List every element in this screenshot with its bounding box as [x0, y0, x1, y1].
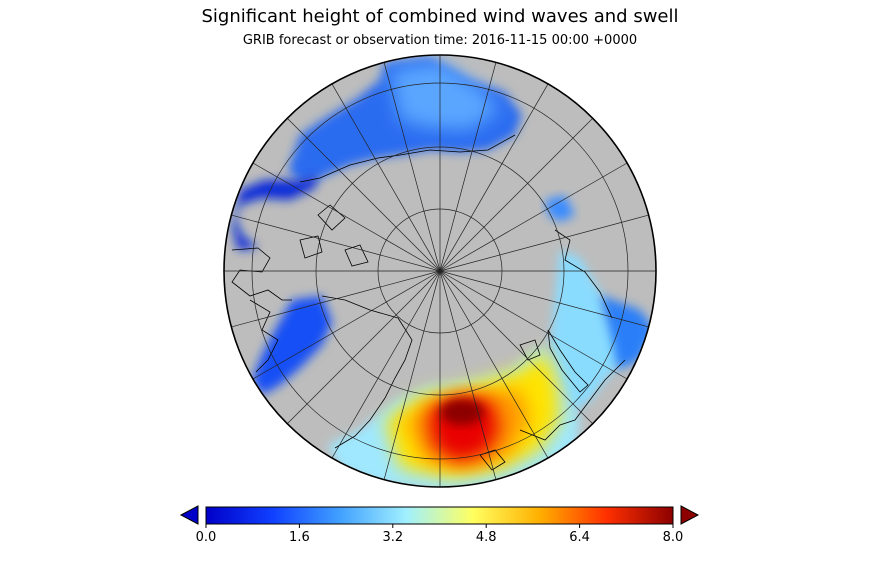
- colorbar-tick-label: 6.4: [569, 530, 590, 545]
- meridian-line: [231, 214, 441, 272]
- map-boundary: [223, 54, 657, 488]
- meridian-line: [439, 270, 497, 480]
- coastline-arctic-islands: [299, 204, 369, 267]
- coastline-svalbard: [519, 339, 541, 361]
- meridian-line: [439, 270, 593, 424]
- colorbar-extend-low: [179, 505, 199, 525]
- colorbar-tick-label: 8.0: [663, 530, 684, 545]
- bering-sea: [390, 62, 500, 130]
- meridian-line: [252, 270, 441, 380]
- meridian-line: [439, 162, 628, 272]
- coastline-scandinavia: [519, 359, 626, 441]
- meridian-line: [439, 214, 649, 272]
- meridian-line: [231, 270, 441, 328]
- colorbar-tick-label: 4.8: [476, 530, 497, 545]
- meridian-line: [287, 118, 441, 272]
- coastline-alaska: [299, 134, 516, 183]
- coastlines: [231, 134, 626, 471]
- siberian-shelf-sea: [545, 195, 575, 222]
- meridian-line: [331, 270, 441, 459]
- colorbar-ticks: 0.0 1.6 3.2 4.8 6.4 8.0: [196, 524, 684, 545]
- coastline-canada: [231, 247, 292, 301]
- coastline-siberia: [554, 229, 613, 319]
- colorbar-tick-label: 0.0: [196, 530, 217, 545]
- meridian-line: [439, 118, 593, 272]
- colorbar-body: [205, 506, 674, 525]
- meridian-line: [439, 83, 549, 272]
- meridian-line: [383, 270, 441, 480]
- coastline-hudson: [249, 299, 279, 373]
- colorbar-tick-label: 3.2: [382, 530, 403, 545]
- colorbar-extend-high: [680, 505, 700, 525]
- map-subtitle: GRIB forecast or observation time: 2016-…: [242, 33, 638, 48]
- barents-sea: [550, 250, 630, 415]
- meridian-line: [439, 62, 497, 272]
- coastline-novaya-zemlya: [547, 329, 589, 393]
- labrador-sea: [252, 296, 332, 395]
- meridian-lines: [224, 55, 656, 487]
- meridian-line: [383, 62, 441, 272]
- polar-map: [223, 54, 657, 488]
- meridian-line: [331, 83, 441, 272]
- coastline-greenland: [321, 295, 413, 449]
- colorbar-tick-label: 1.6: [289, 530, 310, 545]
- meridian-line: [439, 270, 649, 328]
- meridian-line: [252, 162, 441, 272]
- atlantic-storm-peak: [440, 399, 484, 425]
- coastline-iceland: [479, 449, 506, 471]
- west-coast-sea: [232, 175, 318, 250]
- meridian-line: [439, 270, 549, 459]
- map-title: Significant height of combined wind wave…: [201, 6, 679, 27]
- meridian-line: [287, 270, 441, 424]
- meridian-line: [439, 270, 628, 380]
